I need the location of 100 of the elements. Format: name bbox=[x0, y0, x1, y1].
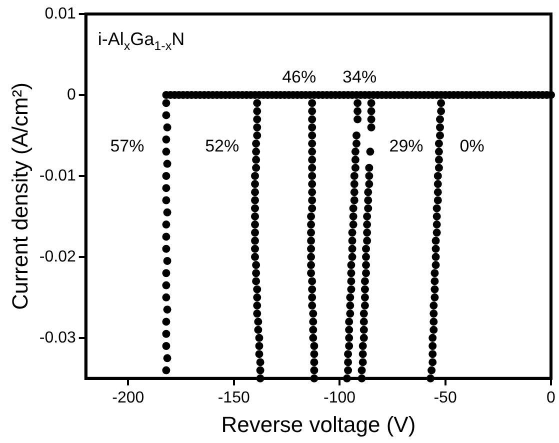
point bbox=[251, 180, 260, 188]
point bbox=[362, 261, 370, 270]
point bbox=[307, 212, 316, 220]
point bbox=[308, 99, 316, 108]
point bbox=[253, 293, 262, 302]
point bbox=[251, 228, 260, 237]
point bbox=[308, 123, 316, 132]
point bbox=[163, 354, 172, 362]
point bbox=[367, 115, 376, 124]
point bbox=[255, 334, 264, 342]
point bbox=[251, 196, 260, 204]
point bbox=[360, 302, 369, 310]
x-tick-label: -100 bbox=[324, 389, 356, 406]
point bbox=[347, 269, 356, 278]
point bbox=[309, 334, 318, 342]
point bbox=[354, 107, 362, 116]
point bbox=[364, 188, 372, 196]
x-tick-label: -200 bbox=[112, 389, 144, 406]
point bbox=[362, 252, 370, 261]
point bbox=[254, 326, 262, 334]
point bbox=[345, 318, 354, 326]
point bbox=[362, 269, 370, 278]
point bbox=[349, 220, 358, 229]
y-tick-label: 0 bbox=[66, 86, 76, 104]
point bbox=[162, 111, 170, 120]
point bbox=[252, 140, 260, 148]
point bbox=[354, 115, 362, 124]
point bbox=[366, 148, 374, 156]
point bbox=[349, 204, 358, 212]
point bbox=[309, 318, 318, 326]
point bbox=[251, 236, 260, 245]
point bbox=[253, 115, 262, 124]
y-axis-title: Current density (A/cm²) bbox=[7, 82, 32, 310]
point bbox=[364, 196, 372, 204]
point bbox=[363, 236, 372, 245]
point bbox=[344, 350, 352, 358]
point bbox=[308, 188, 316, 196]
point bbox=[162, 293, 170, 302]
point bbox=[162, 342, 170, 350]
point bbox=[360, 318, 368, 326]
point bbox=[352, 131, 360, 140]
point bbox=[365, 180, 374, 188]
point bbox=[308, 196, 316, 204]
point bbox=[307, 244, 316, 253]
series-label: 34% bbox=[342, 68, 377, 87]
point bbox=[347, 261, 356, 270]
point bbox=[308, 140, 316, 148]
point bbox=[256, 366, 264, 374]
point bbox=[253, 310, 262, 318]
point bbox=[360, 277, 369, 286]
point bbox=[162, 330, 170, 338]
point bbox=[251, 212, 260, 220]
point bbox=[162, 196, 170, 204]
point bbox=[162, 318, 170, 326]
point bbox=[360, 334, 368, 342]
point bbox=[162, 232, 170, 241]
point bbox=[345, 326, 354, 334]
point bbox=[308, 285, 316, 294]
point bbox=[310, 366, 318, 374]
series-label: 29% bbox=[389, 136, 424, 156]
point bbox=[162, 184, 170, 192]
point bbox=[163, 256, 172, 265]
series-label: 46% bbox=[282, 68, 316, 87]
point bbox=[253, 99, 262, 108]
point bbox=[347, 285, 356, 294]
point bbox=[252, 156, 260, 164]
point bbox=[307, 236, 316, 245]
point bbox=[251, 188, 260, 196]
point bbox=[255, 342, 264, 350]
point bbox=[354, 99, 362, 108]
point bbox=[163, 306, 172, 314]
point bbox=[163, 208, 172, 216]
point bbox=[254, 318, 262, 326]
point bbox=[256, 358, 264, 366]
point bbox=[253, 131, 262, 140]
point bbox=[348, 252, 356, 261]
point bbox=[358, 342, 367, 350]
point bbox=[162, 366, 170, 374]
point bbox=[350, 196, 358, 204]
point bbox=[360, 285, 369, 294]
point bbox=[252, 269, 260, 278]
point bbox=[251, 252, 260, 261]
point bbox=[348, 228, 356, 237]
point bbox=[308, 164, 316, 172]
point bbox=[367, 123, 376, 132]
point bbox=[349, 212, 358, 220]
point bbox=[252, 277, 260, 286]
y-tick-label: 0.01 bbox=[44, 5, 76, 22]
point bbox=[360, 310, 368, 318]
point bbox=[162, 148, 170, 156]
point bbox=[309, 326, 318, 334]
point bbox=[162, 281, 170, 290]
point bbox=[252, 261, 260, 270]
point bbox=[307, 228, 316, 237]
x-axis-title: Reverse voltage (V) bbox=[221, 412, 416, 437]
point bbox=[310, 358, 318, 366]
point bbox=[308, 115, 316, 124]
point bbox=[308, 148, 316, 156]
series-label: 0% bbox=[460, 136, 484, 156]
point bbox=[307, 269, 316, 278]
